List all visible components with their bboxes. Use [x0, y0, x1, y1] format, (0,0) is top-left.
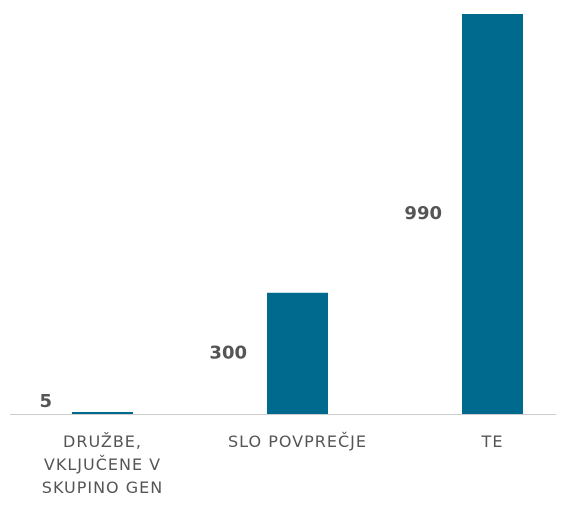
bar	[72, 411, 133, 414]
value-label: 300	[209, 342, 247, 363]
bar	[462, 14, 523, 414]
value-label: 5	[39, 391, 52, 412]
category-label: TE	[481, 432, 504, 451]
category-label: SLO POVPREČJE	[228, 432, 367, 451]
value-label: 990	[404, 203, 442, 224]
bar	[267, 292, 328, 414]
category-label: DRUŽBE, VKLJUČENE V SKUPINO GEN	[41, 432, 164, 497]
